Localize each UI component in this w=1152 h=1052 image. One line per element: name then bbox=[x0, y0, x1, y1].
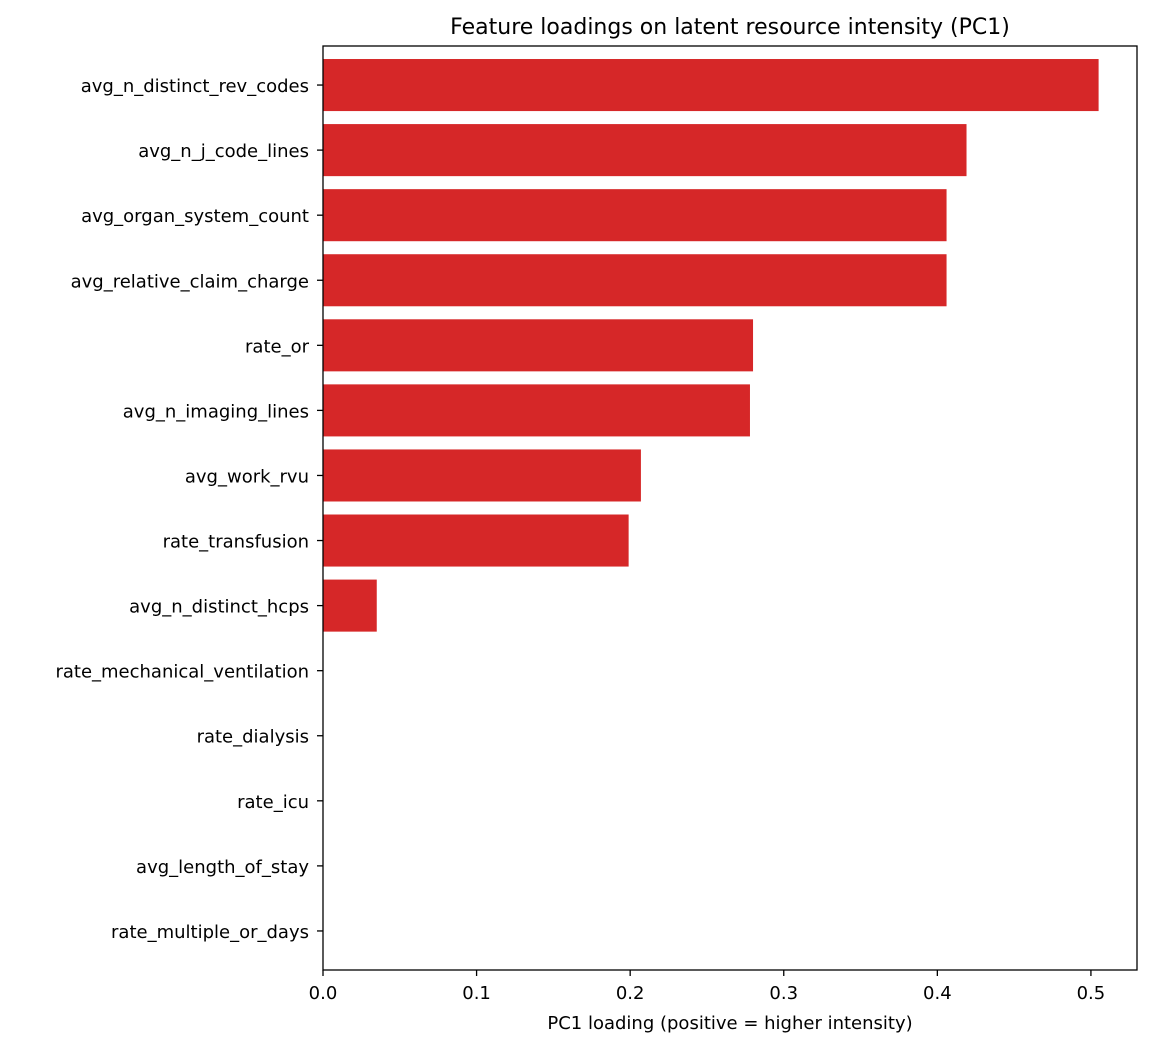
y-tick-label: avg_n_distinct_rev_codes bbox=[81, 76, 309, 97]
x-axis-label: PC1 loading (positive = higher intensity… bbox=[547, 1013, 912, 1034]
x-tick-label: 0.5 bbox=[1077, 983, 1106, 1004]
y-tick-label: rate_transfusion bbox=[163, 532, 309, 553]
bar bbox=[323, 449, 641, 502]
y-tick-label: avg_work_rvu bbox=[185, 466, 309, 487]
y-tick-label: rate_or bbox=[245, 336, 310, 357]
x-tick-label: 0.0 bbox=[309, 983, 338, 1004]
bar bbox=[323, 384, 750, 437]
y-tick-label: avg_organ_system_count bbox=[81, 206, 309, 227]
y-tick-label: avg_n_distinct_hcps bbox=[129, 597, 309, 618]
y-tick-label: avg_length_of_stay bbox=[136, 857, 309, 878]
y-tick-label: avg_n_j_code_lines bbox=[138, 141, 309, 162]
x-tick-label: 0.4 bbox=[923, 983, 952, 1004]
y-tick-label: rate_multiple_or_days bbox=[111, 922, 309, 943]
bar bbox=[323, 254, 947, 307]
x-tick-label: 0.2 bbox=[616, 983, 645, 1004]
bar bbox=[323, 579, 377, 632]
y-tick-label: avg_relative_claim_charge bbox=[71, 271, 309, 292]
bar bbox=[323, 189, 947, 242]
y-tick-label: rate_mechanical_ventilation bbox=[55, 662, 309, 683]
x-tick-label: 0.3 bbox=[769, 983, 798, 1004]
chart-title: Feature loadings on latent resource inte… bbox=[450, 15, 1010, 40]
bar bbox=[323, 124, 967, 177]
y-tick-label: avg_n_imaging_lines bbox=[123, 401, 309, 422]
bar bbox=[323, 59, 1099, 112]
plot-frame bbox=[322, 45, 1138, 971]
bar bbox=[323, 514, 629, 567]
y-tick-label: rate_dialysis bbox=[197, 727, 309, 748]
y-tick-label: rate_icu bbox=[237, 792, 309, 813]
bar bbox=[323, 319, 754, 372]
x-tick-label: 0.1 bbox=[462, 983, 491, 1004]
